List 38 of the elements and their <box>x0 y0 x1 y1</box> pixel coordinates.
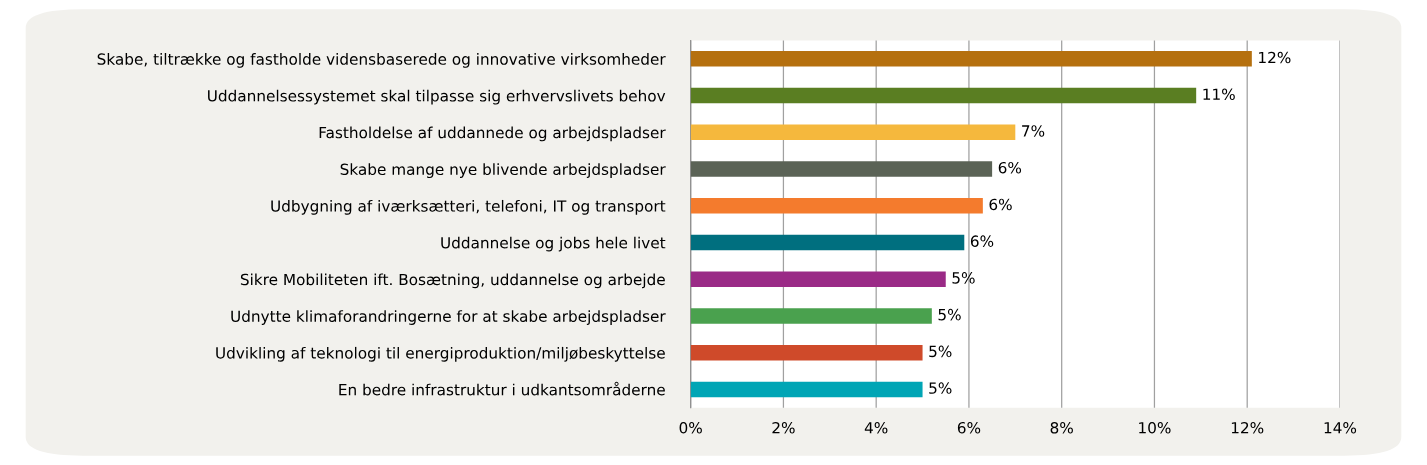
x-tick-label: 0% <box>679 421 702 434</box>
data-label: 11% <box>1203 88 1235 100</box>
bar <box>690 344 923 361</box>
x-tick-label: 10% <box>1139 421 1171 434</box>
y-tick-label: Fastholdelse af uddannede og arbejdspladser <box>319 126 666 142</box>
data-label: 6% <box>970 235 994 247</box>
data-label: 7% <box>1022 125 1045 137</box>
y-tick-label: Udbygning af iværksætteri, telefoni, IT og transport <box>271 199 666 215</box>
bar <box>690 381 923 398</box>
y-tick-label: Skabe mange nye blivende arbejdspladser <box>340 163 666 179</box>
bar <box>690 198 983 214</box>
bar <box>690 124 1016 141</box>
y-tick-label: Skabe, tiltrække og fastholde vidensbaserede og innovative virksomheder <box>97 53 666 68</box>
x-tick-label: 6% <box>957 421 981 434</box>
data-label: 5% <box>938 308 961 321</box>
x-tick-label: 8% <box>1050 421 1073 434</box>
x-tick-label: 14% <box>1324 421 1357 434</box>
y-tick-label: En bedre infrastruktur i udkantsområderne <box>339 381 665 396</box>
bar <box>690 308 932 324</box>
y-tick-label: Uddannelse og jobs hele livet <box>441 236 666 252</box>
data-label: 5% <box>952 272 975 284</box>
data-label: 6% <box>989 198 1012 211</box>
y-tick-label: Udvikling af teknologi til energiproduktion/miljøbeskyttelse <box>216 346 665 362</box>
data-label: 5% <box>929 382 952 394</box>
x-tick-label: 2% <box>772 421 795 434</box>
bar <box>690 234 965 251</box>
bar <box>690 51 1252 67</box>
y-tick-label: Sikre Mobiliteten ift. Bosætning, uddannelse og arbejde <box>240 273 665 289</box>
y-tick-label: Uddannelsessystemet skal tilpasse sig erhvervslivets behov <box>208 89 666 105</box>
y-tick-label: Udnytte klimaforandringerne for at skabe arbejdspladser <box>231 310 666 325</box>
bar <box>690 161 993 177</box>
x-tick-label: 4% <box>864 421 888 434</box>
bar <box>690 271 946 287</box>
x-tick-label: 12% <box>1231 421 1264 434</box>
data-label: 6% <box>998 161 1022 174</box>
bar <box>690 87 1197 104</box>
data-label: 12% <box>1259 51 1291 64</box>
data-label: 5% <box>929 345 952 358</box>
